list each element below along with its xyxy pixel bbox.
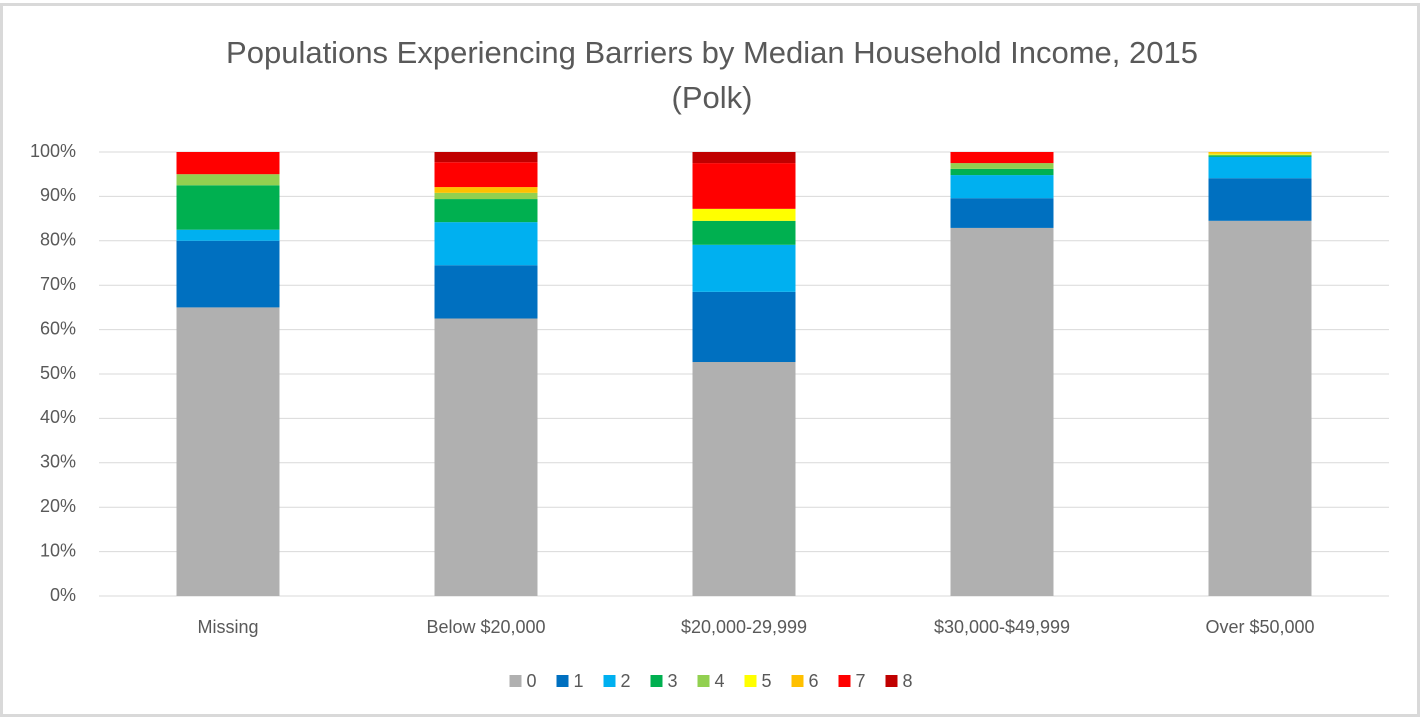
bar-segment (176, 240, 280, 308)
x-tick-label: $20,000-29,999 (681, 617, 807, 637)
bar-segment (950, 152, 1054, 164)
legend-label: 4 (715, 671, 725, 691)
bar-segment (434, 162, 538, 188)
bar-segment (950, 168, 1054, 176)
y-tick-label: 60% (40, 318, 76, 338)
bar-segment (176, 307, 280, 596)
legend-swatch (556, 675, 569, 687)
y-tick-label: 50% (40, 363, 76, 383)
bar-segment (692, 152, 796, 164)
y-tick-label: 30% (40, 452, 76, 472)
legend-label: 6 (809, 671, 819, 691)
bar-segment (434, 318, 538, 596)
x-tick-label: Below $20,000 (426, 617, 545, 637)
y-tick-label: 20% (40, 496, 76, 516)
legend-swatch (791, 675, 804, 687)
legend-swatch (838, 675, 851, 687)
legend-label: 3 (668, 671, 678, 691)
y-tick-label: 0% (50, 585, 76, 605)
bar-segment (950, 175, 1054, 199)
x-tick-label: $30,000-$49,999 (934, 617, 1070, 637)
bar-segment (1208, 155, 1312, 157)
bar-segment (434, 265, 538, 319)
bar-segment (692, 244, 796, 292)
legend-label: 5 (762, 671, 772, 691)
y-tick-label: 70% (40, 274, 76, 294)
bar-segment (176, 152, 280, 175)
y-tick-label: 80% (40, 230, 76, 250)
legend-label: 7 (856, 671, 866, 691)
bar-segment (434, 187, 538, 193)
legend-swatch (885, 675, 898, 687)
bar-segment (434, 222, 538, 266)
chart-title: Populations Experiencing Barriers by Med… (226, 35, 1198, 70)
bar-segment (1208, 154, 1312, 156)
legend-label: 8 (903, 671, 913, 691)
bar-segment (434, 199, 538, 223)
bar-segment (1208, 153, 1312, 155)
bar-segment (692, 220, 796, 245)
y-tick-label: 100% (30, 141, 76, 161)
bar-segment (950, 227, 1054, 596)
legend-swatch (650, 675, 663, 687)
legend-label: 2 (621, 671, 631, 691)
bar-segment (692, 163, 796, 209)
x-tick-label: Over $50,000 (1205, 617, 1314, 637)
bar-segment (950, 198, 1054, 228)
bar-segment (434, 152, 538, 163)
y-tick-label: 40% (40, 407, 76, 427)
legend-label: 0 (527, 671, 537, 691)
legend-swatch (697, 675, 710, 687)
x-tick-label: Missing (197, 617, 258, 637)
bar-segment (176, 229, 280, 241)
legend-swatch (603, 675, 616, 687)
bar-segment (692, 362, 796, 596)
legend-swatch (744, 675, 757, 687)
bar-segment (692, 291, 796, 363)
y-tick-label: 90% (40, 185, 76, 205)
chart-subtitle: (Polk) (672, 80, 753, 115)
bar-segment (950, 163, 1054, 169)
bar-segment (1208, 152, 1312, 154)
bar-segment (1208, 178, 1312, 221)
legend-label: 1 (574, 671, 584, 691)
bar-segment (434, 192, 538, 200)
bar-segment (1208, 156, 1312, 179)
bar-segment (176, 185, 280, 230)
y-tick-label: 10% (40, 540, 76, 560)
bar-segment (1208, 220, 1312, 596)
bar-segment (692, 208, 796, 221)
bar-segment (176, 174, 280, 186)
legend-swatch (509, 675, 522, 687)
